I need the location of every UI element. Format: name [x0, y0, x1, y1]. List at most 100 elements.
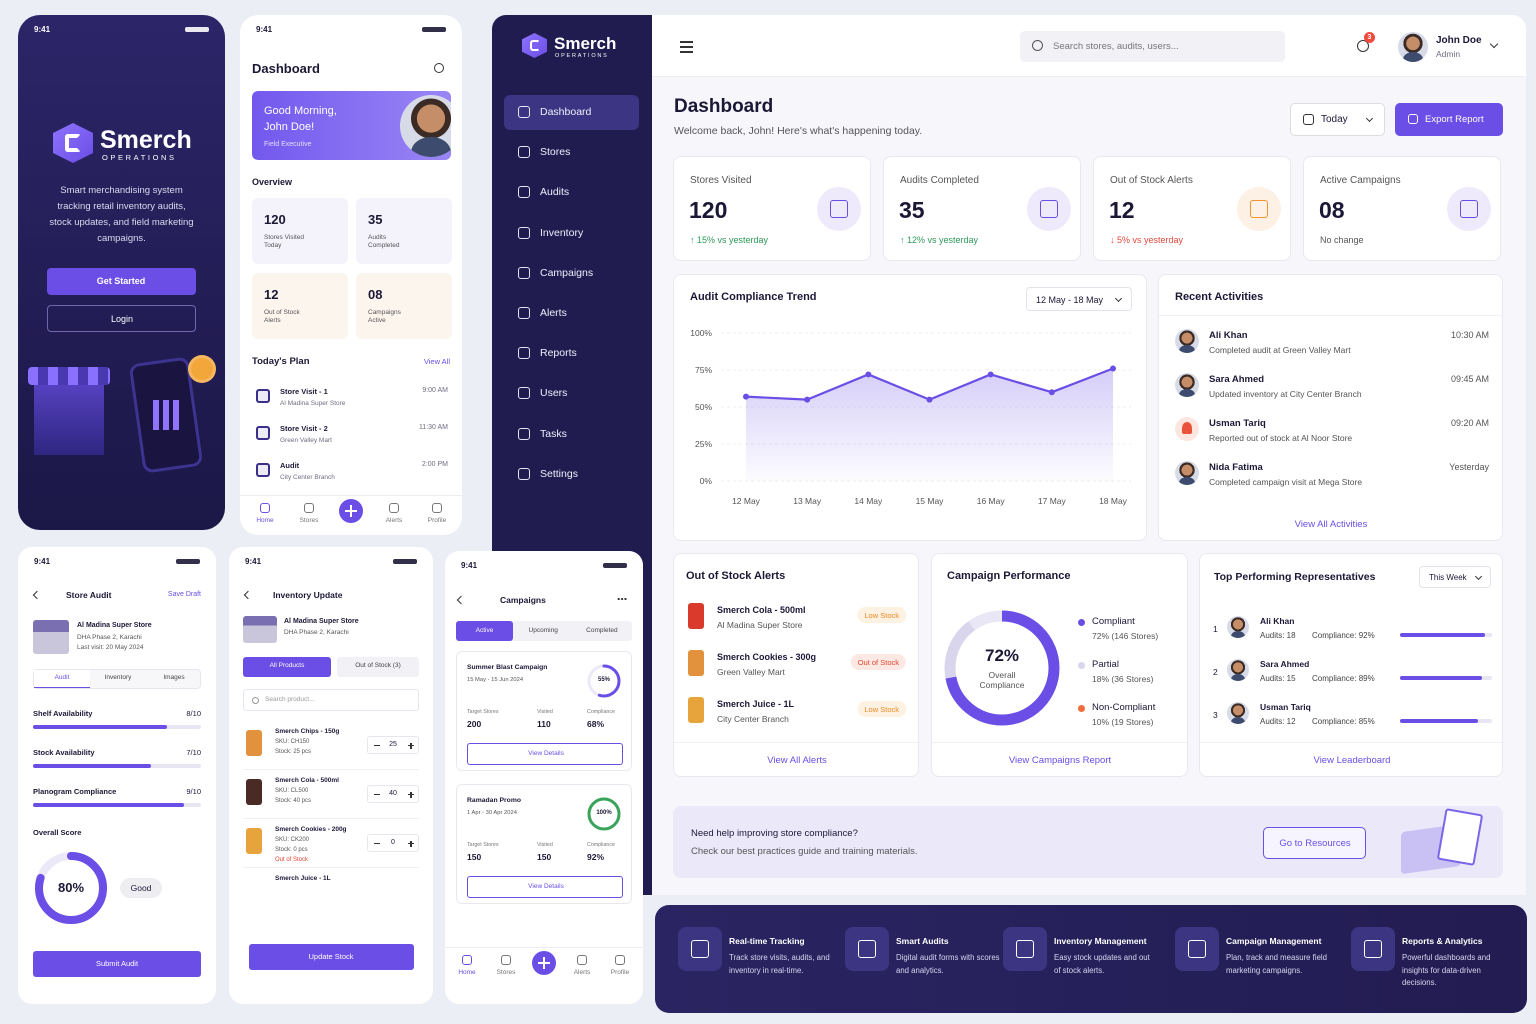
activity-name: Usman Tariq [1209, 418, 1266, 429]
tab-label: Audit [54, 674, 70, 681]
add-button[interactable] [339, 499, 363, 523]
ring-fill [587, 797, 621, 831]
menu-item[interactable]: Audits [504, 175, 639, 210]
save-draft[interactable]: Save Draft [167, 591, 201, 598]
export-button[interactable]: Export Report [1395, 103, 1503, 136]
brand-sub: OPERATIONS [102, 153, 177, 162]
period-select[interactable]: Today [1290, 103, 1385, 136]
product-name: Smerch Juice - 1L [275, 875, 331, 882]
stock-alerts-card: Out of Stock Alerts Smerch Cola - 500ml Al… [673, 553, 920, 777]
add-button[interactable] [532, 951, 556, 975]
last-visit: Last visit: 20 May 2024 [77, 644, 144, 651]
tab[interactable]: Audit [34, 670, 90, 688]
score-title: Overall Score [33, 828, 82, 837]
rank: 3 [1213, 710, 1218, 720]
overview-value: 08 [368, 287, 383, 302]
menu-item[interactable]: Tasks [504, 417, 639, 452]
tab[interactable]: Completed [573, 621, 630, 641]
status-icons [603, 563, 627, 568]
tab[interactable]: Upcoming [515, 621, 572, 641]
logo-mark [522, 33, 547, 58]
menu-item[interactable]: Reports [504, 336, 639, 371]
plus-v [350, 505, 352, 517]
ring-fill [35, 852, 107, 924]
view-all-link[interactable]: View All Alerts [767, 755, 827, 766]
icon[interactable] [1357, 40, 1369, 52]
product-thumb [688, 650, 704, 676]
menu-item[interactable]: Stores [504, 135, 639, 170]
tab-label: Completed [586, 626, 618, 634]
period-select[interactable]: This Week [1419, 566, 1491, 588]
view-all-link[interactable]: View Leaderboard [1313, 755, 1391, 766]
icon [432, 503, 442, 513]
tab[interactable]: All Products [243, 657, 331, 677]
date-range-select[interactable]: 12 May - 18 May [1026, 287, 1132, 311]
button-label: Login [110, 314, 134, 324]
menu-item[interactable]: Users [504, 376, 639, 411]
details-button[interactable]: View Details [467, 743, 623, 765]
greeting: Good Morning, [264, 105, 337, 117]
menu-item[interactable]: Dashboard [504, 95, 639, 130]
rep-compliance: Compliance: 89% [1312, 674, 1375, 683]
menu-item[interactable]: Inventory [504, 216, 639, 251]
tab[interactable]: Inventory [90, 670, 146, 688]
view-all-link[interactable]: View Campaigns Report [1008, 755, 1112, 766]
rep-name: Sara Ahmed [1260, 659, 1310, 669]
view-all-link[interactable]: View All Activities [1294, 519, 1368, 530]
progress-track [33, 725, 201, 729]
tab-label: Active [475, 626, 494, 634]
plan-subtitle: Green Valley Mart [280, 437, 332, 444]
rep-audits: Audits: 12 [1260, 717, 1296, 726]
x-tick-label: 12 May [732, 496, 760, 506]
button-label: Submit Audit [95, 959, 139, 968]
minus [374, 745, 380, 747]
search-box: Search stores, audits, users... [1020, 31, 1285, 62]
product-name: Smerch Cola - 500ml [275, 777, 339, 784]
status-pill: Low Stock [857, 607, 906, 623]
get-started-button[interactable]: Get Started [47, 268, 196, 295]
activity-text: Updated inventory at City Center Branch [1209, 389, 1362, 399]
menu-label: Settings [540, 467, 578, 480]
point [804, 396, 811, 403]
line-chart [721, 332, 1131, 482]
legend-name: Compliant [1092, 616, 1135, 627]
y-tick-label: 75% [694, 365, 712, 375]
submit-button[interactable]: Submit Audit [33, 951, 201, 977]
plan-title: Store Visit - 1 [280, 387, 328, 396]
details-button[interactable]: View Details [467, 876, 623, 898]
stat-value: 150 [467, 852, 482, 862]
progress-fill [1400, 633, 1485, 637]
feature-title: Campaign Management [1226, 936, 1322, 946]
period-label: This Week [1429, 573, 1467, 582]
stat-label: Visited [537, 842, 553, 848]
tab[interactable]: Active [456, 621, 513, 641]
menu-item[interactable]: Campaigns [504, 256, 639, 291]
metric-label: Stock Availability [33, 748, 95, 757]
plan-time: 2:00 PM [421, 461, 448, 468]
resources-button[interactable]: Go to Resources [1263, 827, 1366, 859]
login-button[interactable]: Login [47, 305, 196, 332]
menu-item[interactable]: Alerts [504, 296, 639, 331]
icon [518, 226, 530, 239]
nav-label: Stores [496, 969, 516, 976]
tab-label: Inventory [104, 674, 132, 681]
tab[interactable]: Images [146, 670, 202, 688]
donut [944, 610, 1060, 726]
stat-change: No change [1320, 235, 1364, 245]
stat-card: Active Campaigns 08 No change [1303, 156, 1501, 261]
period-label: Today [1321, 114, 1348, 125]
product-name: Smerch Cookies - 300g [717, 652, 817, 662]
status-label: Low Stock [864, 610, 899, 620]
stat-label: Compliance [587, 842, 615, 848]
illustration-store [34, 375, 104, 455]
menu-item[interactable]: Settings [504, 457, 639, 492]
tab[interactable]: Out of Stock (3) [337, 657, 419, 677]
status-icons [393, 559, 417, 564]
update-button[interactable]: Update Stock [249, 944, 414, 970]
avatar [1175, 373, 1199, 397]
view-all-link[interactable]: View All [423, 357, 450, 366]
stat-label: Visited [537, 709, 553, 715]
legend-dot [1078, 705, 1085, 712]
user-role: Field Executive [264, 141, 312, 148]
qty-value: 25 [389, 741, 397, 748]
